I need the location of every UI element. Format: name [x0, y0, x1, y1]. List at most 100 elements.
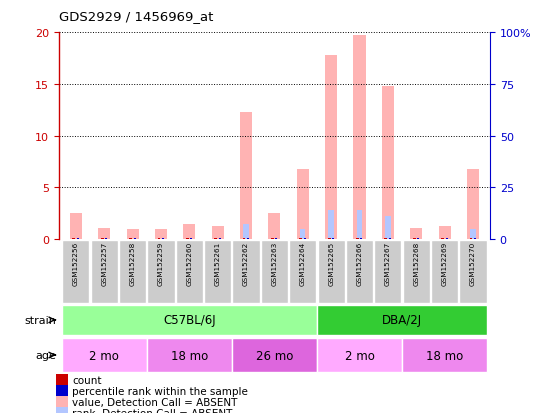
Bar: [356, 238, 359, 240]
Bar: [467, 169, 479, 240]
Bar: [357, 211, 362, 240]
Bar: [57, 374, 68, 386]
Text: GSM152265: GSM152265: [328, 242, 334, 286]
FancyBboxPatch shape: [261, 240, 288, 303]
Text: 18 mo: 18 mo: [426, 349, 463, 362]
Bar: [57, 385, 68, 396]
FancyBboxPatch shape: [62, 339, 147, 372]
Text: GSM152256: GSM152256: [73, 242, 79, 286]
Text: GSM152257: GSM152257: [101, 242, 107, 286]
Text: GDS2929 / 1456969_at: GDS2929 / 1456969_at: [59, 10, 213, 23]
Text: GSM152268: GSM152268: [413, 242, 419, 286]
Bar: [410, 228, 422, 240]
FancyBboxPatch shape: [176, 240, 203, 303]
Text: GSM152269: GSM152269: [442, 242, 447, 286]
Bar: [57, 396, 68, 408]
Bar: [129, 238, 132, 240]
Bar: [72, 238, 75, 240]
Bar: [268, 214, 281, 240]
FancyBboxPatch shape: [318, 240, 345, 303]
Bar: [361, 238, 362, 240]
Bar: [297, 169, 309, 240]
Bar: [157, 238, 160, 240]
Text: 2 mo: 2 mo: [89, 349, 119, 362]
FancyBboxPatch shape: [62, 240, 90, 303]
Bar: [218, 238, 221, 240]
Text: GSM152259: GSM152259: [158, 242, 164, 286]
FancyBboxPatch shape: [346, 240, 373, 303]
Text: 18 mo: 18 mo: [171, 349, 208, 362]
Bar: [247, 238, 249, 240]
Bar: [133, 238, 136, 240]
Text: GSM152261: GSM152261: [214, 242, 221, 286]
Bar: [214, 238, 217, 240]
Bar: [325, 56, 337, 240]
Bar: [183, 224, 195, 240]
Bar: [105, 238, 107, 240]
Bar: [98, 228, 110, 240]
Bar: [353, 36, 366, 240]
FancyBboxPatch shape: [317, 339, 402, 372]
Bar: [300, 229, 305, 240]
Text: value, Detection Call = ABSENT: value, Detection Call = ABSENT: [72, 396, 237, 407]
FancyBboxPatch shape: [232, 339, 317, 372]
Bar: [101, 238, 104, 240]
Bar: [328, 238, 330, 240]
Bar: [77, 238, 79, 240]
Bar: [417, 238, 419, 240]
Bar: [240, 113, 252, 240]
FancyBboxPatch shape: [317, 305, 487, 335]
FancyBboxPatch shape: [62, 305, 317, 335]
Bar: [389, 238, 391, 240]
Text: rank, Detection Call = ABSENT: rank, Detection Call = ABSENT: [72, 408, 232, 413]
FancyBboxPatch shape: [204, 240, 231, 303]
Bar: [438, 226, 451, 240]
Bar: [413, 238, 416, 240]
FancyBboxPatch shape: [459, 240, 487, 303]
Bar: [446, 238, 447, 240]
Text: GSM152266: GSM152266: [357, 242, 362, 286]
Bar: [470, 238, 473, 240]
FancyBboxPatch shape: [119, 240, 146, 303]
Bar: [271, 238, 274, 240]
Bar: [276, 238, 277, 240]
Text: GSM152260: GSM152260: [186, 242, 192, 286]
Text: age: age: [35, 350, 56, 360]
FancyBboxPatch shape: [431, 240, 458, 303]
FancyBboxPatch shape: [147, 240, 175, 303]
FancyBboxPatch shape: [232, 240, 260, 303]
Bar: [186, 238, 189, 240]
Text: DBA/2J: DBA/2J: [382, 313, 422, 327]
Bar: [212, 226, 223, 240]
Text: GSM152267: GSM152267: [385, 242, 391, 286]
Bar: [470, 229, 475, 240]
Text: GSM152258: GSM152258: [129, 242, 136, 286]
Bar: [332, 238, 334, 240]
Text: GSM152264: GSM152264: [300, 242, 306, 286]
Text: GSM152262: GSM152262: [243, 242, 249, 286]
FancyBboxPatch shape: [403, 240, 430, 303]
Bar: [70, 214, 82, 240]
Bar: [441, 238, 444, 240]
Bar: [244, 224, 249, 240]
Text: percentile rank within the sample: percentile rank within the sample: [72, 386, 248, 396]
Text: count: count: [72, 375, 101, 385]
Bar: [385, 217, 390, 240]
Text: 26 mo: 26 mo: [256, 349, 293, 362]
Bar: [57, 407, 68, 413]
Bar: [155, 229, 167, 240]
FancyBboxPatch shape: [402, 339, 487, 372]
FancyBboxPatch shape: [289, 240, 316, 303]
FancyBboxPatch shape: [374, 240, 402, 303]
Bar: [242, 238, 245, 240]
FancyBboxPatch shape: [91, 240, 118, 303]
Text: GSM152263: GSM152263: [272, 242, 277, 286]
Bar: [385, 238, 388, 240]
Text: C57BL/6J: C57BL/6J: [163, 313, 216, 327]
Bar: [127, 229, 138, 240]
Text: strain: strain: [24, 315, 56, 325]
Text: GSM152270: GSM152270: [470, 242, 476, 286]
Bar: [304, 238, 306, 240]
Bar: [190, 238, 192, 240]
Bar: [300, 238, 302, 240]
